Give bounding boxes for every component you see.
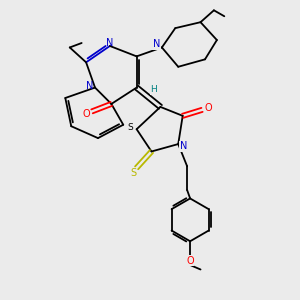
Text: N: N xyxy=(153,40,160,50)
Text: N: N xyxy=(86,81,93,91)
Text: S: S xyxy=(127,123,133,132)
Text: N: N xyxy=(180,141,187,152)
Text: O: O xyxy=(186,256,194,266)
Text: H: H xyxy=(151,85,157,94)
Text: O: O xyxy=(204,103,212,113)
Text: O: O xyxy=(82,109,90,119)
Text: S: S xyxy=(130,168,137,178)
Text: N: N xyxy=(106,38,114,48)
